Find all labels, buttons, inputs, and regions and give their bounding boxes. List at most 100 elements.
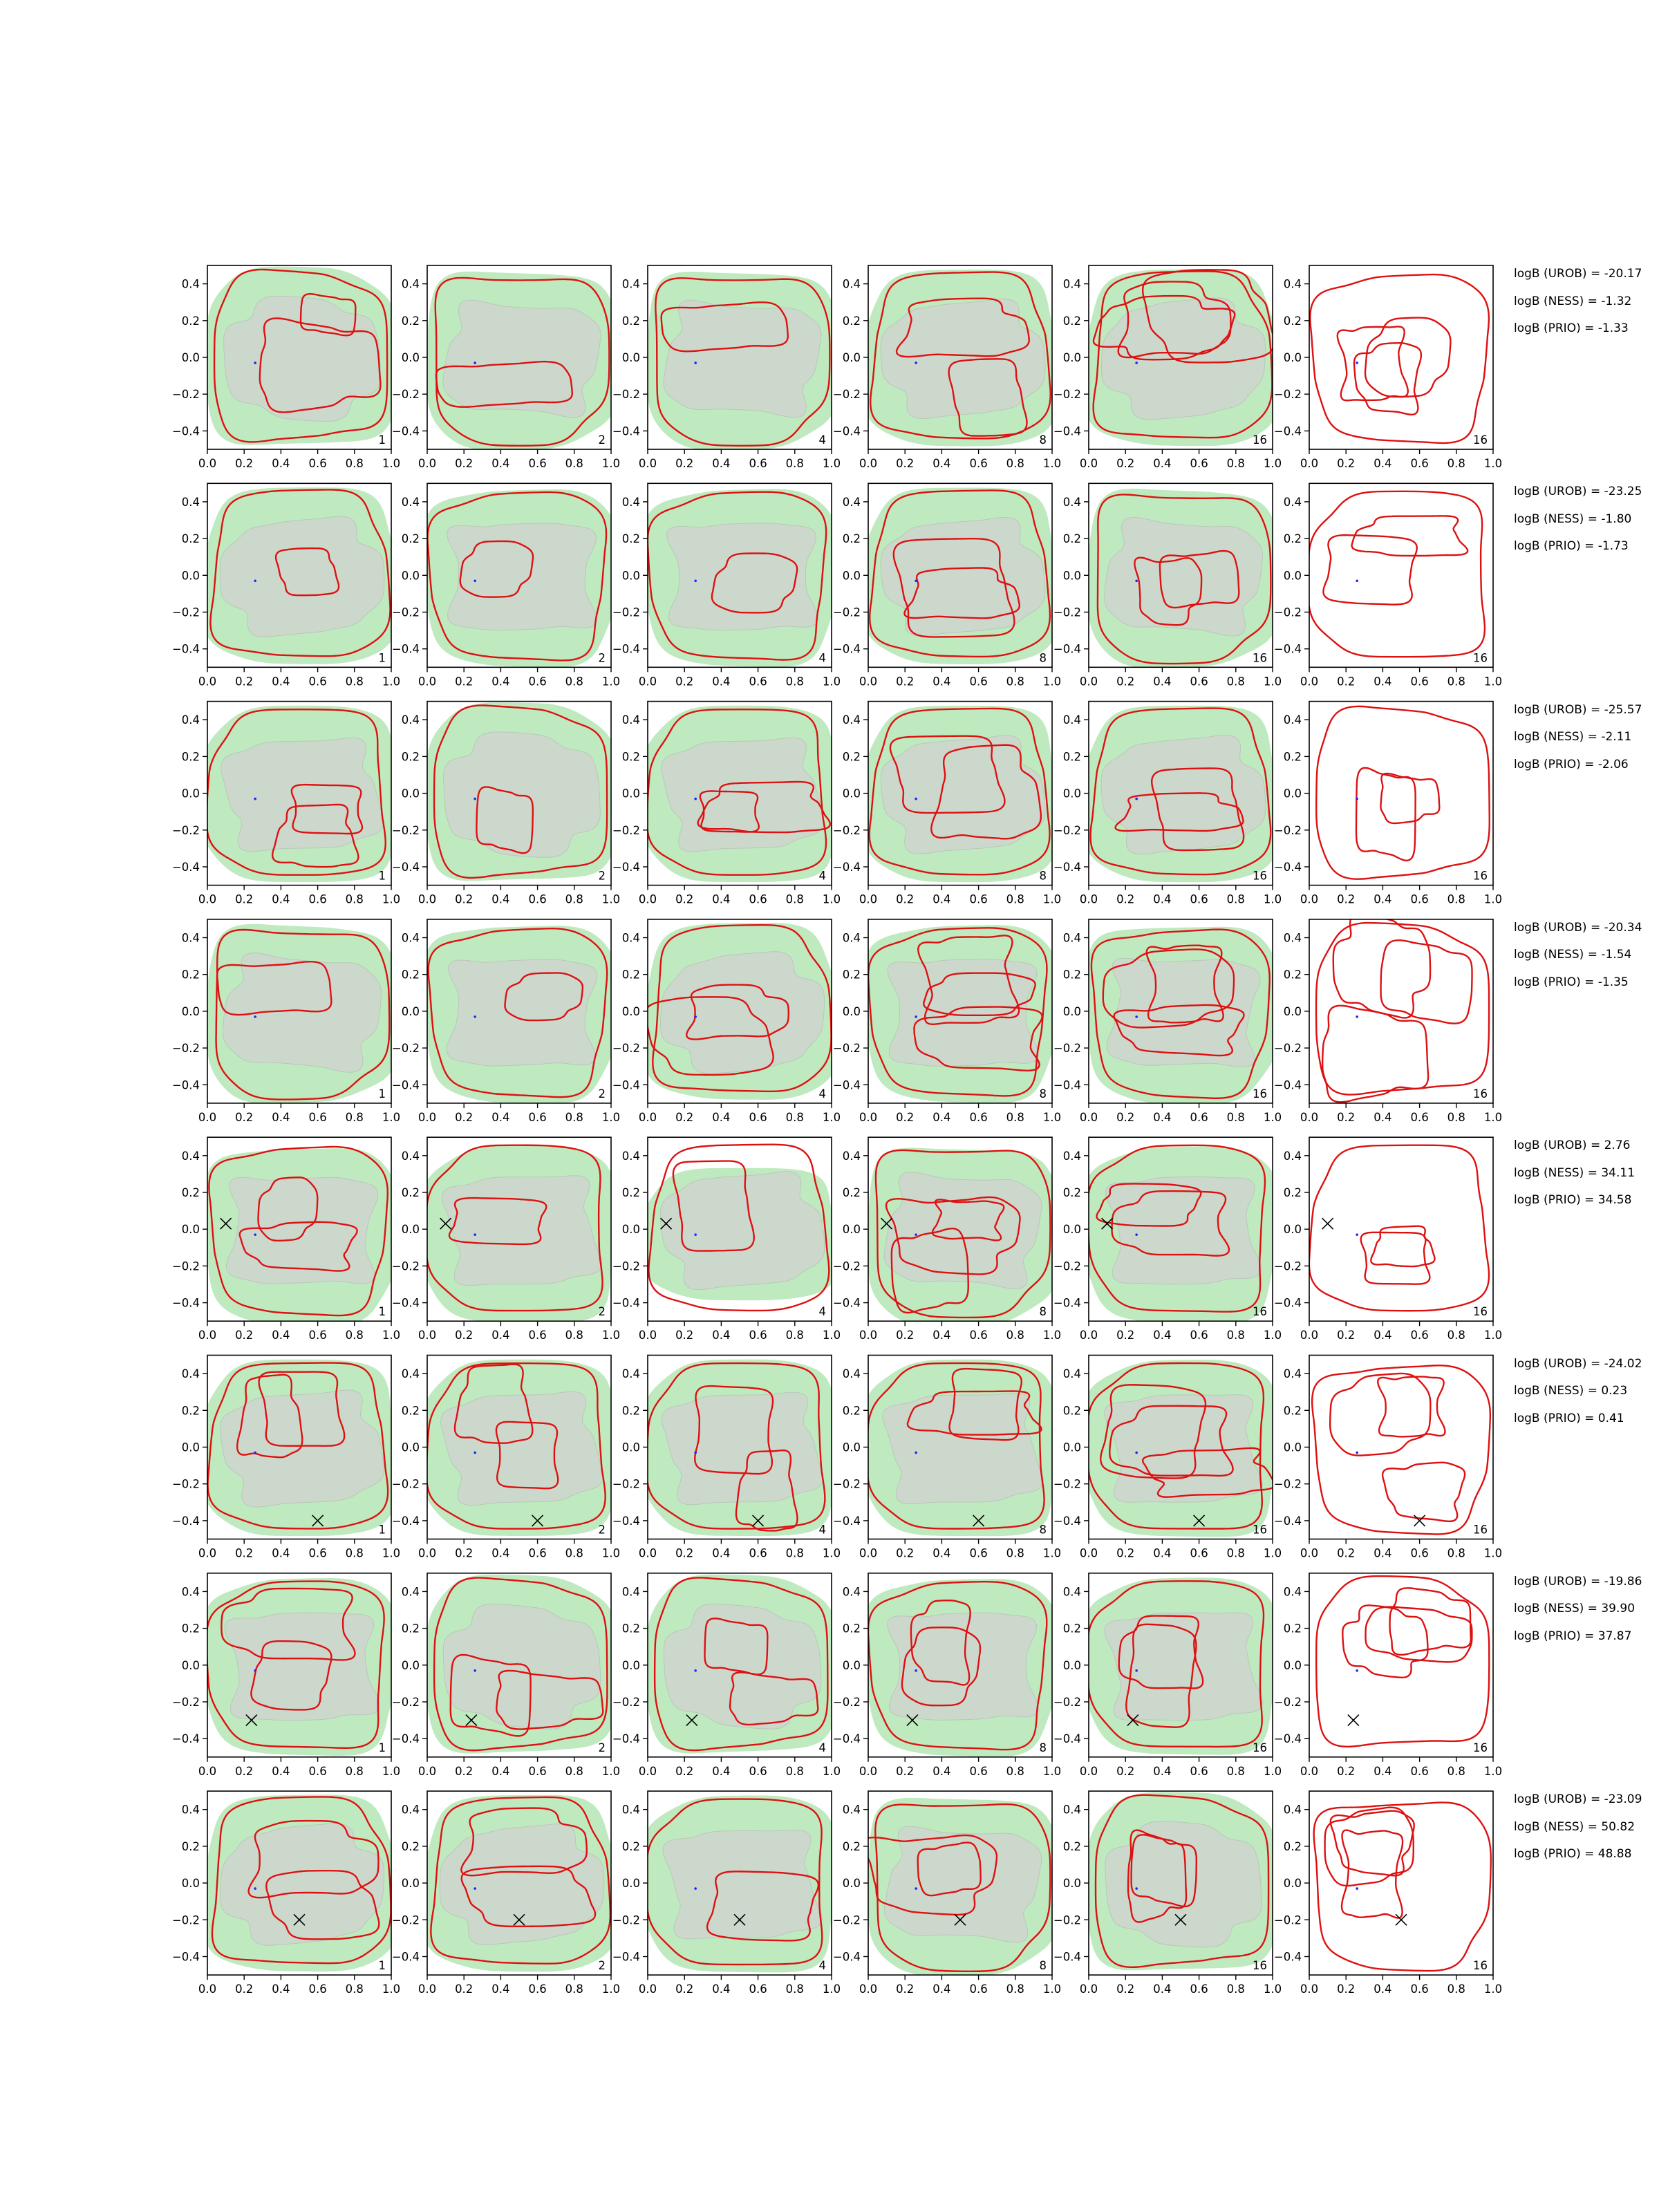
y-tick-label: 0.2	[182, 968, 200, 982]
panel-number-label: 2	[599, 1524, 606, 1537]
panel-plot-area	[1315, 1575, 1490, 1747]
contour-line	[1340, 1829, 1404, 1919]
x-tick-label: 1.0	[1484, 893, 1502, 906]
x-tick-label: 0.0	[198, 893, 216, 906]
x-marker	[906, 1714, 919, 1727]
panel-plot-area	[427, 1574, 611, 1754]
density-core	[225, 1177, 379, 1284]
x-tick-label: 0.6	[1190, 1111, 1208, 1124]
x-tick-label: 0.6	[1410, 1765, 1428, 1778]
panel: 0.4 0.2 0.0 −0.2 −0.4 0.0 0.2 0.4 0.6 0.8 1.0 16	[1274, 1354, 1502, 1560]
x-tick-label: 0.8	[346, 1111, 364, 1124]
y-tick-label: 0.4	[1284, 1803, 1302, 1817]
y-tick-label: 0.4	[843, 1150, 861, 1163]
x-tick-label: 0.6	[528, 1111, 546, 1124]
x-tick-label: 0.2	[896, 893, 914, 906]
x-marker	[1174, 1913, 1187, 1926]
contour-line	[648, 1798, 823, 1966]
x-tick-label: 0.2	[1116, 1547, 1134, 1560]
x-tick-label: 0.0	[418, 1111, 436, 1124]
x-marker	[752, 1515, 765, 1527]
logb-urob-text: logB (UROB) = -25.57	[1514, 702, 1642, 717]
x-tick-label: 0.2	[1337, 893, 1355, 906]
y-tick-label: −0.4	[833, 643, 861, 656]
y-tick-label: 0.0	[182, 569, 200, 582]
y-tick-label: 0.0	[402, 1223, 420, 1236]
y-tick-label: 0.0	[843, 1005, 861, 1018]
y-tick-label: 0.4	[402, 1803, 420, 1817]
y-tick-label: 0.0	[182, 1005, 200, 1018]
y-tick-label: −0.4	[1053, 1078, 1081, 1091]
x-tick-label: 0.4	[712, 1765, 730, 1778]
y-tick-label: −0.4	[172, 1732, 200, 1745]
contour-line	[433, 704, 608, 879]
x-tick-label: 0.4	[932, 1765, 950, 1778]
x-tick-label: 0.8	[346, 675, 364, 688]
x-tick-label: 0.2	[896, 1765, 914, 1778]
x-tick-label: 0.0	[418, 1547, 436, 1560]
y-tick-label: −0.2	[1053, 824, 1081, 837]
x-tick-label: 0.2	[455, 1111, 473, 1124]
x-tick-label: 0.8	[786, 1983, 804, 1996]
panel-number-label: 1	[379, 433, 386, 447]
contour-line	[895, 297, 1030, 358]
reference-point	[1356, 1233, 1358, 1236]
x-tick-label: 0.8	[565, 1983, 583, 1996]
x-tick-label: 0.8	[1447, 675, 1465, 688]
y-tick-label: −0.4	[392, 1732, 420, 1745]
y-tick-label: 0.0	[843, 1659, 861, 1672]
x-tick-label: 0.8	[1227, 1111, 1245, 1124]
x-tick-label: 1.0	[382, 1111, 400, 1124]
panel-number-label: 16	[1253, 1305, 1267, 1318]
y-tick-label: 0.4	[182, 1367, 200, 1380]
panel-number-label: 8	[1040, 1959, 1047, 1972]
contour-line	[930, 744, 1042, 840]
panel-number-label: 4	[819, 1305, 827, 1318]
density-core	[882, 1392, 1044, 1505]
x-tick-label: 0.8	[565, 675, 583, 688]
reference-point	[1356, 579, 1358, 583]
panel-number-label: 16	[1473, 1087, 1488, 1100]
y-tick-label: −0.4	[172, 643, 200, 656]
y-tick-label: 0.0	[622, 1441, 640, 1454]
x-tick-label: 0.2	[675, 893, 693, 906]
x-tick-label: 0.0	[418, 1329, 436, 1342]
x-tick-label: 0.0	[418, 893, 436, 906]
y-tick-label: 0.0	[1063, 351, 1081, 364]
x-tick-label: 0.0	[639, 1329, 657, 1342]
y-tick-label: −0.2	[392, 824, 420, 837]
contour-line	[449, 1653, 532, 1737]
panel: 0.4 0.2 0.0 −0.2 −0.4 0.0 0.2 0.4 0.6 0.8 1.0 1	[172, 1136, 400, 1342]
panel-plot-area	[207, 266, 391, 445]
panel: 0.4 0.2 0.0 −0.2 −0.4 0.0 0.2 0.4 0.6 0.8 1.0 2	[392, 1790, 620, 1996]
contour-line	[1321, 1004, 1430, 1103]
x-tick-label: 1.0	[382, 675, 400, 688]
panel: 0.4 0.2 0.0 −0.2 −0.4 0.0 0.2 0.4 0.6 0.8 1.0 1	[172, 1354, 400, 1560]
x-marker	[733, 1913, 746, 1926]
contour-line	[901, 1627, 982, 1707]
density-core	[666, 523, 818, 631]
density-core	[880, 735, 1046, 854]
density-core	[442, 1603, 601, 1730]
contour-line	[209, 489, 391, 657]
x-tick-label: 0.6	[969, 1983, 987, 1996]
y-tick-label: 0.0	[402, 1659, 420, 1672]
panel: 0.4 0.2 0.0 −0.2 −0.4 0.0 0.2 0.4 0.6 0.8 1.0 16	[1053, 1136, 1282, 1342]
y-tick-label: −0.2	[1053, 1478, 1081, 1491]
reference-point	[254, 362, 256, 364]
panel-plot-area	[1311, 1365, 1492, 1535]
y-tick-label: −0.2	[833, 1042, 861, 1055]
y-tick-label: −0.2	[1274, 1478, 1302, 1491]
x-tick-label: 0.2	[675, 675, 693, 688]
contour-line	[207, 1580, 385, 1749]
reference-point	[915, 1451, 917, 1454]
contour-line	[250, 1640, 332, 1711]
x-tick-label: 1.0	[1043, 1111, 1061, 1124]
density-core	[663, 299, 822, 418]
panel-number-label: 2	[599, 1305, 606, 1318]
y-tick-label: −0.2	[1274, 1042, 1302, 1055]
x-tick-label: 0.0	[1080, 1765, 1098, 1778]
x-tick-label: 0.0	[639, 1983, 657, 1996]
x-tick-label: 0.8	[565, 1329, 583, 1342]
x-tick-label: 0.8	[1447, 1547, 1465, 1560]
